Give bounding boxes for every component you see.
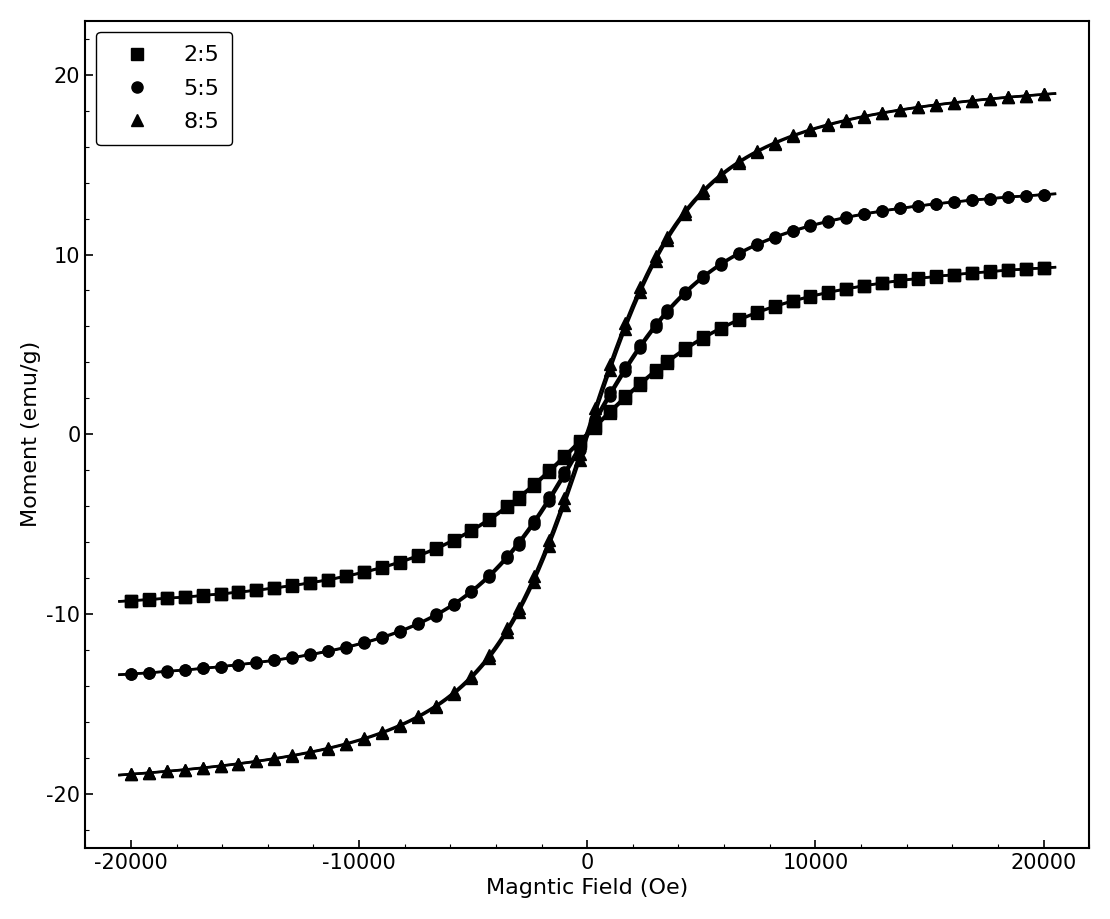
5:5 — [1037, 189, 1050, 200]
8:5 — [285, 750, 299, 761]
2:5 — [649, 367, 663, 378]
8:5 — [649, 255, 663, 266]
5:5 — [660, 308, 674, 319]
5:5 — [483, 572, 496, 583]
5:5 — [285, 652, 299, 664]
Line: 8:5: 8:5 — [125, 89, 1049, 780]
8:5 — [483, 652, 496, 664]
5:5 — [124, 668, 138, 679]
8:5 — [618, 323, 632, 335]
2:5 — [483, 515, 496, 526]
2:5 — [124, 596, 138, 607]
Y-axis label: Moment (emu/g): Moment (emu/g) — [21, 341, 41, 528]
5:5 — [618, 366, 632, 377]
Line: 2:5: 2:5 — [125, 263, 1049, 607]
2:5 — [618, 393, 632, 404]
5:5 — [649, 322, 663, 333]
8:5 — [1037, 89, 1050, 100]
X-axis label: Magntic Field (Oe): Magntic Field (Oe) — [486, 879, 688, 898]
2:5 — [285, 580, 299, 591]
8:5 — [733, 157, 746, 168]
5:5 — [733, 248, 746, 259]
8:5 — [124, 769, 138, 780]
2:5 — [660, 357, 674, 369]
2:5 — [1037, 263, 1050, 274]
2:5 — [733, 315, 746, 326]
8:5 — [660, 234, 674, 245]
Legend: 2:5, 5:5, 8:5: 2:5, 5:5, 8:5 — [97, 32, 232, 145]
Line: 5:5: 5:5 — [125, 189, 1049, 680]
